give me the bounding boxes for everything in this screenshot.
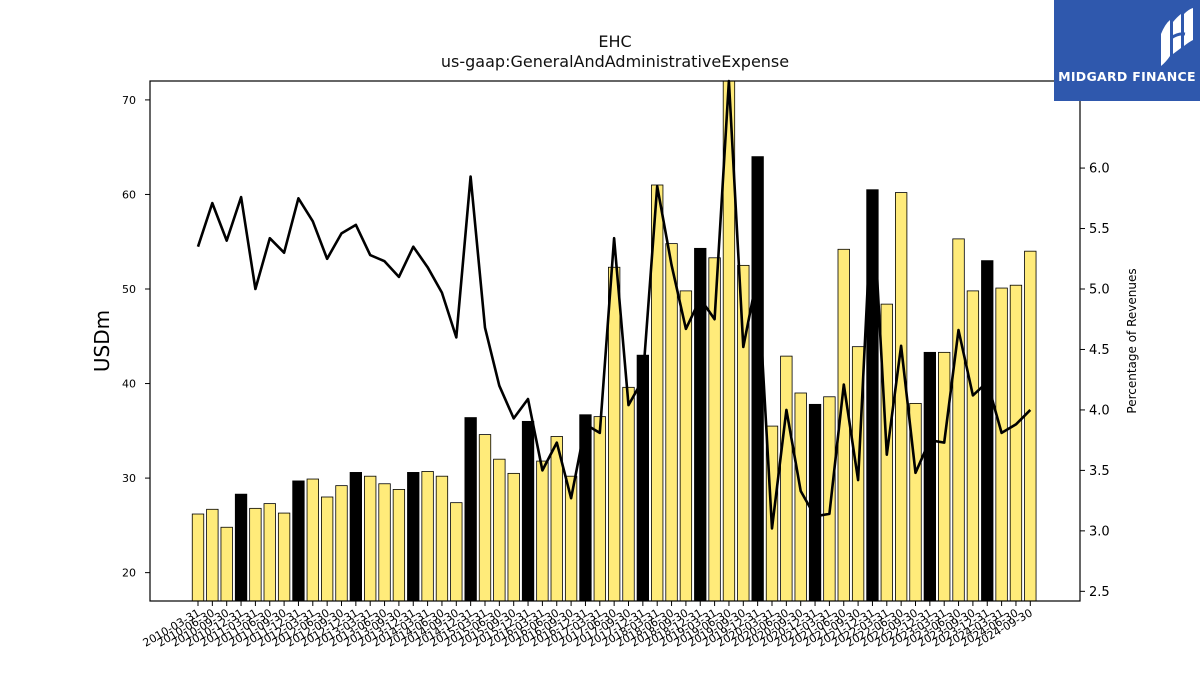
bar-2012-06-30 [320, 496, 334, 602]
bar-2020-12-31 [808, 403, 822, 602]
y-left-tick-label: 60 [122, 188, 136, 201]
bar-2015-09-30 [507, 472, 520, 602]
y-right-tick-label: 3.0 [1089, 524, 1110, 539]
bar-2012-12-31 [349, 472, 363, 602]
bar-2013-09-30 [392, 489, 406, 602]
y-left-tick-label: 30 [122, 472, 136, 485]
y-right-tick-label: 2.5 [1089, 585, 1110, 600]
bar-2019-09-30 [737, 264, 750, 602]
y-right-tick-label: 3.5 [1089, 464, 1110, 479]
bar-2013-03-31 [364, 475, 377, 602]
pct-revenue-line [196, 79, 1032, 530]
bar-2014-06-30 [435, 475, 449, 602]
y-right-tick-label: 5.0 [1089, 283, 1110, 298]
line-series [196, 79, 1032, 530]
plot-frame [149, 80, 1081, 602]
bar-2015-03-31 [478, 434, 492, 602]
bar-2010-12-31 [234, 493, 248, 602]
bar-2010-09-30 [220, 526, 233, 602]
bar-series [191, 80, 1037, 602]
bar-2017-12-31 [636, 354, 649, 602]
bar-2023-06-30 [952, 238, 965, 602]
bar-2010-03-31 [191, 513, 205, 602]
bar-2011-12-31 [292, 480, 305, 602]
chart-subtitle: us-gaap:GeneralAndAdministrativeExpense [440, 52, 790, 71]
bar-2012-03-31 [306, 478, 319, 602]
bar-2011-09-30 [277, 512, 291, 602]
y-left-tick-label: 20 [122, 567, 136, 580]
bar-2010-06-30 [206, 508, 219, 602]
brand-logo: MIDGARD FINANCE [1054, 0, 1200, 101]
bar-2022-06-30 [895, 192, 908, 602]
y-right-tick-label: 5.5 [1089, 222, 1110, 237]
bar-2022-12-31 [923, 351, 936, 602]
bar-2017-06-30 [608, 266, 621, 602]
bar-2024-06-30 [1009, 284, 1023, 602]
bar-2011-06-30 [263, 503, 276, 602]
bar-2019-12-31 [751, 156, 764, 602]
bar-2020-06-30 [780, 355, 793, 602]
bar-2017-09-30 [622, 386, 635, 602]
bar-2012-09-30 [335, 485, 348, 602]
bar-2018-06-30 [665, 243, 678, 602]
bar-2014-03-31 [421, 471, 434, 602]
axes: 2030405060702.53.03.54.04.55.05.56.02010… [90, 80, 1139, 650]
y-left-tick-label: 50 [122, 283, 136, 296]
bar-2015-06-30 [493, 458, 506, 602]
bar-2023-03-31 [938, 351, 951, 602]
y-left-tick-label: 70 [122, 94, 136, 107]
bar-2021-03-31 [823, 396, 836, 602]
bar-2013-12-31 [407, 472, 420, 602]
bar-2011-03-31 [249, 507, 262, 602]
bar-2018-09-30 [679, 290, 693, 602]
bar-2024-09-30 [1024, 250, 1037, 602]
bar-2023-09-30 [966, 290, 980, 602]
chart-title: EHC [598, 32, 632, 51]
y-right-tick-label: 4.5 [1089, 343, 1110, 358]
y-right-tick-label: 6.0 [1089, 162, 1110, 177]
bar-2017-03-31 [593, 416, 606, 602]
brand-name: MIDGARD FINANCE [1058, 69, 1196, 84]
y-right-tick-label: 4.0 [1089, 403, 1110, 418]
bar-2014-12-31 [464, 417, 477, 602]
y-right-axis-label: Percentage of Revenues [1125, 268, 1139, 413]
bar-2023-12-31 [981, 260, 994, 602]
y-left-axis-label: USDm [90, 310, 114, 372]
midgard-logo-icon [1161, 8, 1193, 66]
bar-2013-06-30 [378, 483, 391, 602]
bar-2024-03-31 [995, 287, 1008, 602]
bar-2015-12-31 [521, 420, 535, 602]
y-left-tick-label: 40 [122, 378, 136, 391]
bar-2014-09-30 [450, 502, 463, 602]
bar-2016-03-31 [536, 460, 549, 602]
